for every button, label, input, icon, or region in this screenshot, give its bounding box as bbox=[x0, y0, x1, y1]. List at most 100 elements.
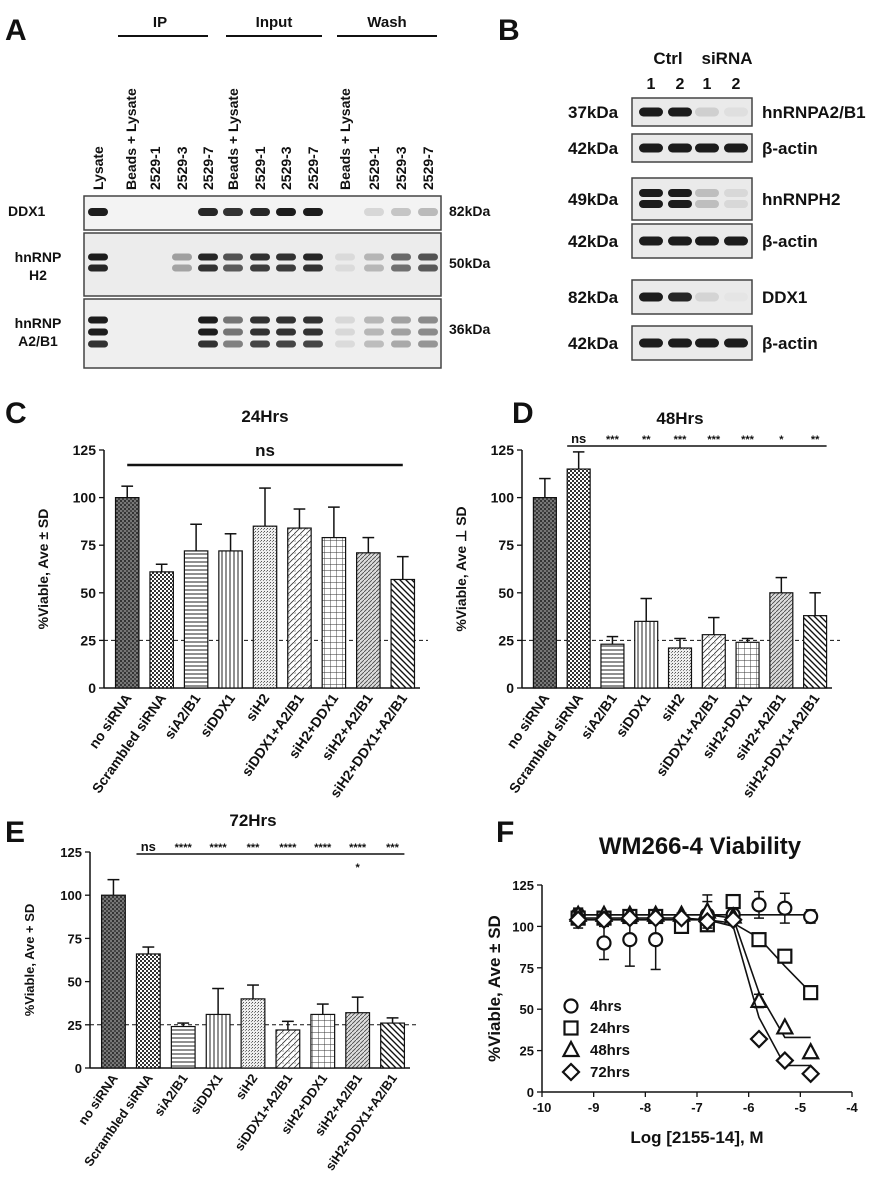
protein-band bbox=[303, 208, 323, 216]
protein-band bbox=[695, 338, 719, 348]
bar-sih2-ddx1 bbox=[310, 1013, 336, 1069]
panel-label-d: D bbox=[512, 397, 534, 430]
significance-label: * bbox=[779, 434, 784, 446]
protein-band bbox=[364, 264, 384, 272]
lane-label-2529-3: 2529-3 bbox=[393, 146, 409, 190]
chart-title: 48Hrs bbox=[656, 409, 703, 428]
lane-label-beads-lysate: Beads + Lysate bbox=[123, 88, 139, 190]
significance-label: ns bbox=[571, 431, 586, 446]
x-tick-label: siDDX1 bbox=[612, 690, 653, 740]
bar-sih2-ddx1-a2-b1 bbox=[390, 578, 416, 689]
fit-curve bbox=[578, 913, 811, 1039]
legend-label: 4hrs bbox=[590, 998, 622, 1015]
protein-band bbox=[198, 208, 218, 216]
protein-band bbox=[223, 340, 243, 348]
x-tick-label: -10 bbox=[533, 1100, 552, 1115]
bar-siddx1-a2-b1 bbox=[287, 527, 312, 689]
protein-band bbox=[668, 107, 692, 117]
protein-band bbox=[303, 264, 323, 272]
protein-band bbox=[418, 328, 438, 336]
y-tick-label: 100 bbox=[73, 490, 97, 506]
bar-sih2 bbox=[252, 525, 278, 689]
lane-label-2529-3: 2529-3 bbox=[174, 146, 190, 190]
panel-label-f: F bbox=[496, 816, 514, 849]
y-tick-label: 75 bbox=[80, 537, 96, 553]
protein-band bbox=[223, 208, 243, 216]
lane-label-beads-lysate: Beads + Lysate bbox=[225, 88, 241, 190]
bar-sia2-b1 bbox=[183, 550, 209, 689]
protein-band bbox=[391, 316, 411, 324]
protein-band bbox=[172, 253, 192, 261]
data-point-diamond bbox=[594, 910, 614, 930]
protein-band bbox=[418, 208, 438, 216]
protein-band bbox=[250, 264, 270, 272]
data-point-circle bbox=[648, 932, 664, 948]
x-tick-label: -8 bbox=[640, 1100, 652, 1115]
protein-band bbox=[364, 253, 384, 261]
significance-label: *** bbox=[741, 434, 755, 446]
protein-band bbox=[639, 236, 663, 246]
significance-label: **** bbox=[175, 842, 193, 854]
significance-label: **** bbox=[314, 842, 332, 854]
protein-band bbox=[250, 328, 270, 336]
y-tick-label: 25 bbox=[498, 632, 514, 648]
lane-number: 1 bbox=[647, 76, 656, 93]
bar-sih2-a2-b1 bbox=[345, 1012, 371, 1069]
protein-band bbox=[695, 236, 719, 246]
protein-band bbox=[391, 264, 411, 272]
y-tick-label: 50 bbox=[68, 975, 82, 990]
protein-band bbox=[303, 340, 323, 348]
y-axis-label: %Viable, Ave + SD bbox=[22, 904, 37, 1017]
bar-siddx1-a2-b1 bbox=[275, 1029, 301, 1069]
data-point-diamond bbox=[775, 1050, 795, 1071]
y-tick-label: 50 bbox=[498, 585, 514, 601]
significance-label: *** bbox=[386, 842, 400, 854]
protein-band bbox=[668, 236, 692, 246]
y-tick-label: 0 bbox=[506, 680, 514, 696]
protein-band bbox=[250, 208, 270, 216]
protein-band bbox=[695, 292, 719, 302]
bar-sih2-ddx1-a2-b1 bbox=[803, 615, 828, 689]
y-tick-label: 25 bbox=[68, 1018, 82, 1033]
bar-no-sirna bbox=[100, 894, 126, 1069]
group-label-input: Input bbox=[256, 14, 293, 31]
protein-band bbox=[418, 253, 438, 261]
bar-scrambled-sirna bbox=[149, 571, 174, 689]
lane-label-2529-7: 2529-7 bbox=[420, 146, 436, 190]
protein-band bbox=[639, 292, 663, 302]
protein-band bbox=[364, 340, 384, 348]
lane-label-2529-7: 2529-7 bbox=[305, 146, 321, 190]
protein-band bbox=[276, 264, 296, 272]
mw-label: 82kDa bbox=[568, 288, 619, 307]
x-tick-label: siH2 bbox=[657, 690, 687, 724]
protein-band bbox=[303, 316, 323, 324]
y-tick-label: 100 bbox=[60, 888, 82, 903]
bar-sih2-ddx1-a2-b1 bbox=[380, 1022, 406, 1069]
y-tick-label: 75 bbox=[68, 931, 82, 946]
protein-band bbox=[335, 264, 355, 272]
data-point-circle bbox=[803, 908, 819, 925]
blot-row-label-hnrnp-a2b1: hnRNP A2/B1 bbox=[15, 315, 62, 349]
lane-label-2529-1: 2529-1 bbox=[252, 146, 268, 190]
protein-band bbox=[223, 328, 243, 336]
data-point-diamond bbox=[671, 908, 692, 928]
bar-siddx1 bbox=[218, 550, 243, 689]
data-point-circle bbox=[751, 897, 767, 913]
mw-label: 42kDa bbox=[568, 139, 619, 158]
data-point-triangle bbox=[775, 1017, 795, 1035]
lane-label-2529-3: 2529-3 bbox=[278, 146, 294, 190]
y-axis-label: %Viable, Ave ± SD bbox=[35, 509, 51, 630]
protein-band bbox=[198, 328, 218, 336]
mw-label: 42kDa bbox=[568, 334, 619, 353]
protein-band bbox=[668, 143, 692, 153]
significance-label: *** bbox=[606, 434, 620, 446]
blot-label-actin: β-actin bbox=[762, 139, 818, 158]
panel-label-a: A bbox=[5, 14, 27, 47]
x-tick-label: siA2/B1 bbox=[161, 690, 204, 741]
protein-band bbox=[724, 293, 748, 302]
data-point-circle bbox=[777, 900, 793, 916]
protein-band bbox=[276, 340, 296, 348]
mw-label-50kda: 50kDa bbox=[449, 255, 490, 271]
protein-band bbox=[223, 316, 243, 324]
